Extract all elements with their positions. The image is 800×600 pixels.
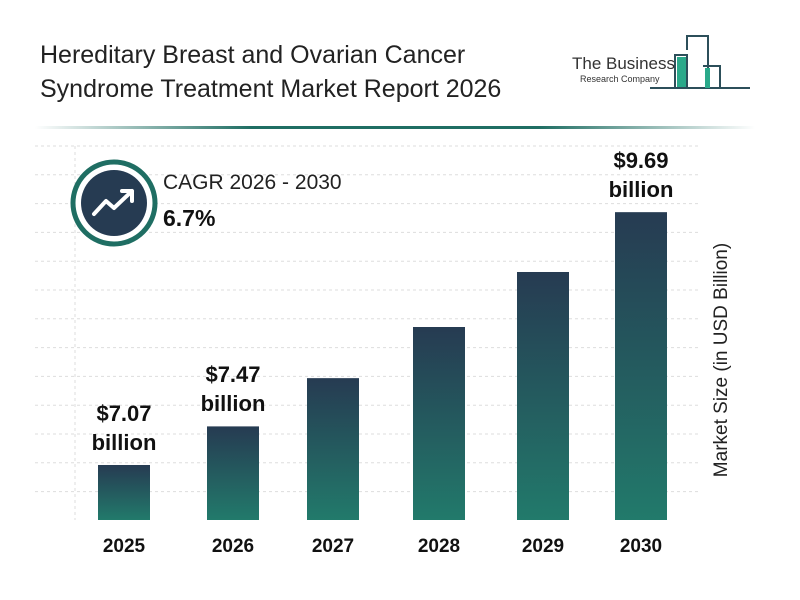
bar-2028 [413,327,465,520]
company-logo: The Business Research Company [560,30,760,100]
logo-buildings-icon [650,35,750,89]
data-label: $7.07 billion [91,400,157,455]
bar-2030 [615,212,667,521]
x-tick-label: 2025 [102,536,146,557]
divider [35,126,755,129]
x-tick-label: 2030 [619,536,663,557]
cagr-value: 6.7% [163,205,216,231]
bar-2025 [98,464,150,520]
x-tick-label: 2029 [521,536,565,557]
y-axis-label: Market Size (in USD Billion) [711,242,732,478]
x-tick-label: 2026 [211,536,255,557]
trend-up-icon [81,170,147,236]
data-label: $9.69 billion [608,148,674,203]
chart-title: Hereditary Breast and Ovarian Cancer Syn… [40,41,502,103]
bar-2029 [517,271,569,520]
x-tick-label: 2028 [417,536,461,557]
bar-2027 [307,378,359,520]
cagr-label: CAGR 2026 - 2030 [163,171,342,194]
logo-text: The Business [572,54,675,73]
bar-2026 [207,426,259,520]
x-tick-label: 2027 [311,536,355,557]
logo-subtext: Research Company [580,74,660,84]
data-label: $7.47 billion [200,362,266,417]
